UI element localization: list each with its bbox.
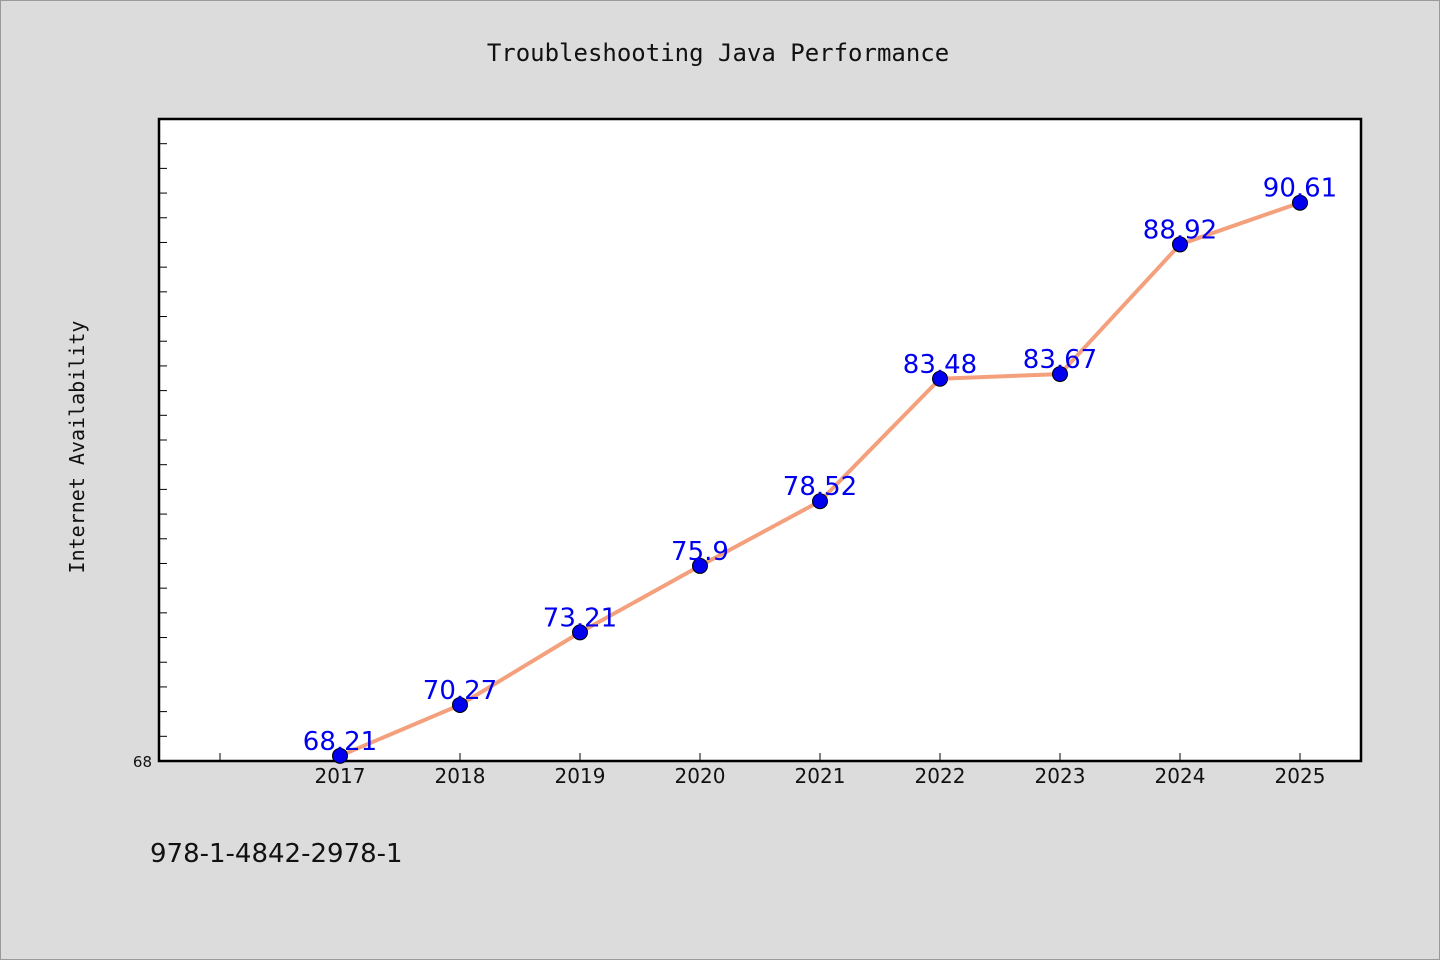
data-point	[812, 493, 828, 510]
y-axis-tick-labels: 68	[133, 753, 152, 771]
data-point	[1172, 236, 1188, 253]
y-axis-ticks	[159, 118, 1301, 762]
data-label: 70.27	[423, 676, 497, 706]
data-point	[1052, 366, 1068, 383]
plot-area	[157, 117, 1363, 763]
x-tick-label: 2025	[1275, 764, 1326, 788]
data-point	[572, 624, 588, 641]
data-point	[692, 557, 708, 574]
x-axis-tick-labels: 2017 2018 2019 2020 2021 2022 2023 2024 2025	[315, 764, 1326, 788]
x-tick-label: 2019	[555, 764, 606, 788]
x-tick-label: 2022	[915, 764, 966, 788]
data-label: 88.92	[1143, 215, 1217, 245]
data-label: 83.48	[903, 350, 977, 380]
x-tick-label: 2021	[795, 764, 846, 788]
data-markers	[332, 194, 1308, 764]
x-tick-label: 2017	[315, 764, 366, 788]
data-label: 73.21	[543, 603, 617, 633]
data-point	[932, 370, 948, 387]
y-tick-label: 68	[133, 753, 152, 771]
data-label: 75.9	[671, 537, 729, 567]
y-axis-label: Internet Availability	[65, 321, 89, 574]
data-labels: 68.21 70.27 73.21 75.9 78.52 83.48 83.67 88.92 9…	[303, 174, 1337, 757]
x-tick-label: 2018	[435, 764, 486, 788]
data-label: 68.21	[303, 727, 377, 757]
data-point	[332, 747, 348, 764]
isbn-footer: 978-1-4842-2978-1	[150, 839, 403, 869]
data-label: 83.67	[1023, 345, 1097, 375]
chart-title: Troubleshooting Java Performance	[487, 39, 949, 67]
data-point	[452, 696, 468, 713]
x-tick-label: 2020	[675, 764, 726, 788]
data-label: 78.52	[783, 472, 857, 502]
x-tick-label: 2024	[1155, 764, 1206, 788]
data-label: 90.61	[1263, 174, 1337, 204]
x-tick-label: 2023	[1035, 764, 1086, 788]
data-point	[1292, 194, 1308, 211]
